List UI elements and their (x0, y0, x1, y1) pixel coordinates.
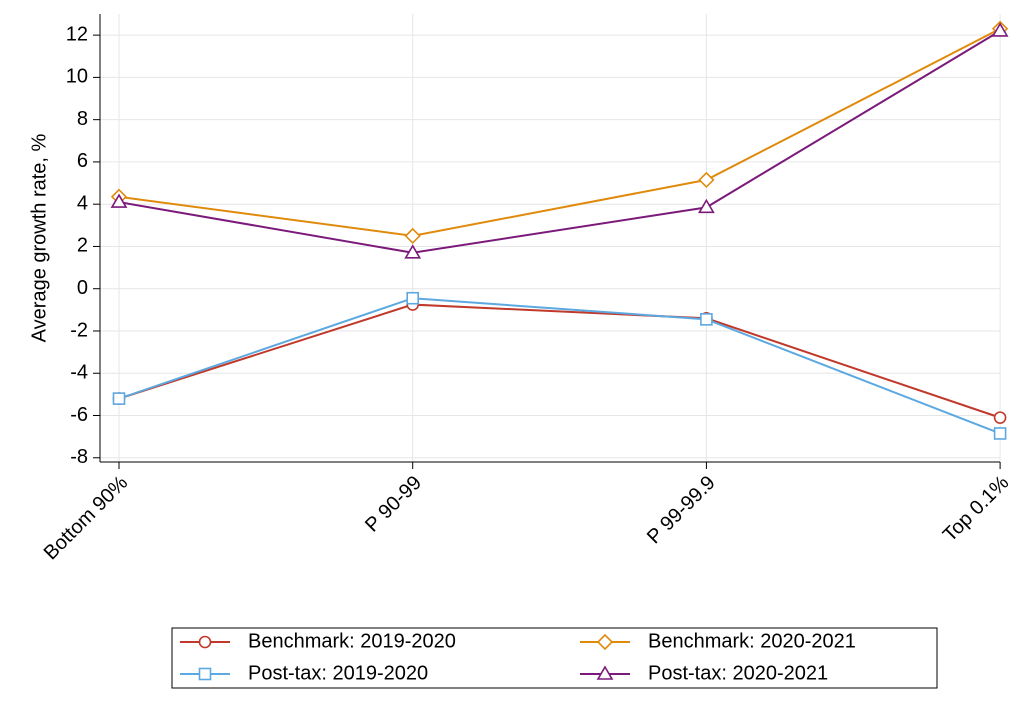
legend-label: Benchmark: 2019-2020 (248, 630, 456, 652)
marker (596, 665, 614, 680)
marker (993, 427, 1007, 440)
series-line (118, 303, 1001, 419)
y-tick-label: 12 (66, 23, 88, 45)
series-line (118, 297, 1001, 435)
marker (112, 392, 126, 405)
marker (404, 227, 421, 245)
y-tick-label: -8 (70, 446, 88, 468)
y-tick-label: 2 (77, 235, 88, 257)
marker (198, 635, 212, 649)
y-tick-label: 8 (77, 108, 88, 130)
legend-label: Post-tax: 2019-2020 (248, 662, 428, 684)
y-tick-label: -4 (70, 362, 88, 384)
legend (171, 627, 938, 689)
marker (110, 193, 128, 208)
series-line (118, 30, 1001, 254)
marker (698, 198, 715, 214)
marker (698, 171, 715, 189)
legend-label: Benchmark: 2020-2021 (648, 630, 856, 652)
y-tick-label: 0 (77, 277, 88, 299)
marker (993, 411, 1007, 424)
y-tick-label: 4 (77, 192, 88, 214)
y-tick-label: -6 (70, 404, 88, 426)
y-tick-label: -2 (70, 319, 88, 341)
marker (700, 313, 713, 326)
legend-label: Post-tax: 2020-2021 (648, 662, 828, 684)
series-line (118, 27, 1001, 237)
marker (596, 633, 614, 651)
marker (198, 667, 212, 681)
marker (991, 22, 1009, 37)
y-tick-label: 6 (77, 150, 88, 172)
marker (406, 291, 420, 305)
y-tick-label: 10 (66, 66, 88, 88)
y-axis-title: Average growth rate, % (28, 133, 50, 342)
marker (404, 244, 422, 259)
